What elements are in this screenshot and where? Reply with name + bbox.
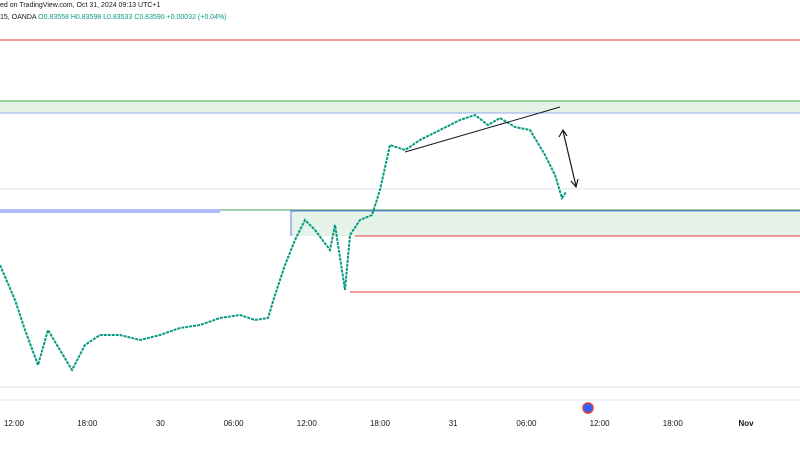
time-label: 30 — [156, 419, 165, 428]
publisher-line: ed on TradingView.com, Oct 31, 2024 09:1… — [0, 2, 161, 9]
time-label: 18:00 — [663, 419, 684, 428]
time-labels: 12:00 18:00 30 06:00 12:00 18:00 31 06:00 12:00 1… — [4, 419, 754, 428]
time-label: Nov — [738, 419, 754, 428]
time-label: 31 — [449, 419, 458, 428]
symbol-line: 15, OANDA O0.83558 H0.83598 L0.83533 C0.… — [0, 14, 227, 21]
support-zone — [291, 210, 800, 236]
arrow — [562, 130, 577, 187]
resistance-zone — [0, 101, 800, 113]
time-label: 12:00 — [590, 419, 611, 428]
time-label: 18:00 — [77, 419, 98, 428]
time-label: 06:00 — [224, 419, 245, 428]
trendline — [404, 106, 561, 153]
ohlc: O0.83558 H0.83598 L0.83533 C0.83590 +0.0… — [38, 14, 227, 21]
time-label: 18:00 — [370, 419, 391, 428]
price-candles — [0, 113, 567, 373]
symbol: 15, OANDA — [0, 14, 37, 21]
event-marker[interactable] — [582, 402, 594, 414]
arrow-heads — [558, 128, 579, 189]
time-label: 12:00 — [297, 419, 318, 428]
time-label: 12:00 — [4, 419, 25, 428]
time-label: 06:00 — [516, 419, 537, 428]
